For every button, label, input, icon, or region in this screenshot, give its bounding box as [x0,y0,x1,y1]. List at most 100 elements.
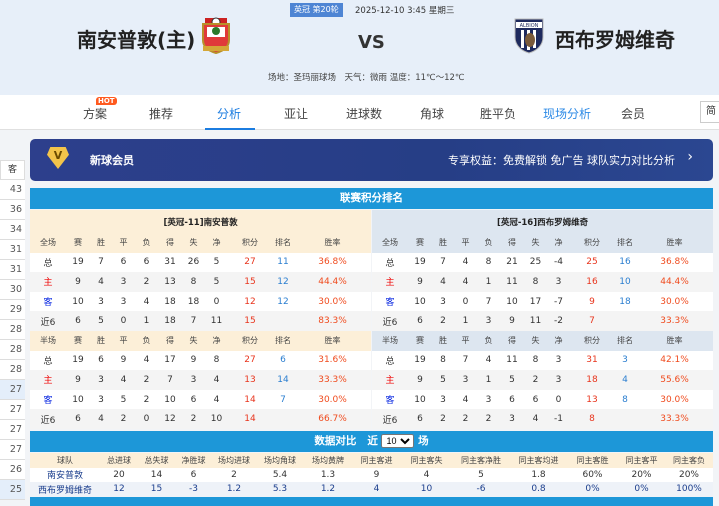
table-cell: 2 [143,374,150,385]
column-header: 胜 [97,238,105,248]
column-header: 总进球 [107,455,131,465]
sidebar-row[interactable]: 28 [0,340,25,360]
table-cell: 8 [190,276,197,287]
table-cell: 1 [143,316,150,327]
language-toggle-button[interactable]: 简 [700,101,719,123]
table-cell: 66.7% [318,414,347,425]
column-header: 赛 [416,336,424,346]
column-header: 全场 [40,238,56,248]
sidebar-row[interactable]: 43 [0,180,25,200]
sidebar-row[interactable]: 31 [0,240,25,260]
sidebar-row[interactable]: 28 [0,320,25,340]
compare-unit-label: 场 [418,435,429,447]
sidebar-row[interactable]: 31 [0,260,25,280]
sidebar-row[interactable]: 27 [0,440,25,460]
sidebar-row[interactable]: 27 [0,420,25,440]
table-cell [614,311,636,331]
table-row: 客 10 3 3 4 18 18 0 12 12 30.0% [30,291,372,312]
column-header: 净 [212,238,221,248]
svg-text:ALBION: ALBION [520,23,539,29]
column-header: 赛 [74,336,82,346]
column-header: 同主客负 [673,455,705,465]
away-team-name[interactable]: 西布罗姆维奇 [555,28,675,52]
tab-recommend[interactable]: 推荐 [148,107,174,121]
column-header: 负 [484,238,493,248]
home-team-logo-icon[interactable] [199,16,233,54]
table-row: 南安普敦 20 14 6 2 5.4 1.3 9 4 5 1.8 60% 20% 20% [30,467,713,482]
table-cell: 南安普敦 [46,471,83,482]
table-cell: 5.4 [272,469,288,480]
sidebar-row[interactable]: 29 [0,300,25,320]
column-header: 平 [461,336,470,346]
hot-badge: HOT [96,97,117,105]
tab-membership[interactable]: 会员 [620,107,646,121]
table-cell: 总 [385,258,395,269]
tab-plan[interactable]: 方案 [82,107,108,121]
column-header: 平 [119,336,128,346]
column-header: 胜率 [666,336,683,346]
team-label[interactable]: [英冠-11]南安普敦 [163,217,238,228]
table-cell: 44.4% [660,276,689,287]
tab-goals[interactable]: 进球数 [345,107,383,121]
table-cell [272,311,294,331]
column-header: 平 [461,238,470,248]
sidebar-row[interactable]: 27 [0,400,25,420]
sidebar-row[interactable]: 26 [0,460,25,480]
column-header: 积分 [242,336,258,346]
match-count-select[interactable]: 10 [381,434,415,448]
table-cell: 16 [586,276,598,287]
active-tab-indicator [205,128,255,130]
team-label[interactable]: [英冠-16]西布罗姆维奇 [496,217,589,228]
home-team-name[interactable]: 南安普敦(主) [77,28,196,52]
away-standings-table: [英冠-16]西布罗姆维奇 全场赛胜平负得失净积分 排名 胜率总 19 7 4 8 21 25 -4… [372,210,714,429]
table-cell: 4 [120,374,127,385]
table-cell: 4 [462,257,469,268]
league-round-badge[interactable]: 英冠 第20轮 [290,3,343,17]
table-cell: 27 [244,257,256,268]
table-cell: 9 [75,374,81,385]
sidebar-row[interactable]: 34 [0,220,25,240]
table-cell: 总 [385,356,395,367]
table-cell: 21 [506,257,518,268]
table-cell: 18 [619,296,631,307]
table-cell: 2 [143,276,150,287]
column-header: 胜率 [666,238,683,248]
table-cell: 18 [164,296,176,307]
table-cell: 3 [98,374,104,385]
table-cell: 10 [164,394,176,405]
sidebar-row[interactable]: 25 [0,480,25,500]
table-cell: 3 [440,394,446,405]
tab-analysis[interactable]: 分析 [216,107,242,121]
sidebar-row[interactable]: 28 [0,360,25,380]
table-cell: 1.2 [226,484,242,495]
tab-corners[interactable]: 角球 [419,107,445,121]
member-banner[interactable]: V 新球会员 专享权益：免费解锁 免广告 球队实力对比分析 › [30,139,713,181]
chevron-right-icon[interactable]: › [687,149,693,165]
column-header: 同主客净胜 [461,455,501,465]
table-cell: 4 [462,394,469,405]
table-cell: 60% [582,469,603,480]
compare-title-bar: 数据对比 近 10 场 [30,431,713,452]
banner-benefits: 专享权益：免费解锁 免广告 球队实力对比分析 [448,154,675,167]
tab-asian-handicap[interactable]: 亚让 [283,107,309,121]
table-cell: 9 [373,469,380,480]
table-cell: 2 [190,414,197,425]
vs-label: VS [358,32,385,53]
compare-title: 数据对比 [314,435,357,447]
away-team-logo-icon[interactable]: ALBION [512,16,546,54]
sidebar-row[interactable]: 30 [0,280,25,300]
sidebar-row[interactable]: 36 [0,200,25,220]
tab-live-analysis[interactable]: 现场分析 [542,107,592,121]
table-cell: 6 [190,469,197,480]
table-cell: 13 [586,394,598,405]
table-cell: 11 [506,276,518,287]
tab-1x2[interactable]: 胜平负 [479,107,517,121]
table-cell: 18 [187,296,200,307]
table-cell: 3 [485,316,492,327]
column-header: 排名 [617,238,633,248]
sidebar-row[interactable]: 27 [0,380,25,400]
table-cell: -4 [554,257,563,268]
column-header: 胜 [97,336,105,346]
table-cell: 6 [143,257,150,268]
table-cell: 19 [72,355,84,366]
